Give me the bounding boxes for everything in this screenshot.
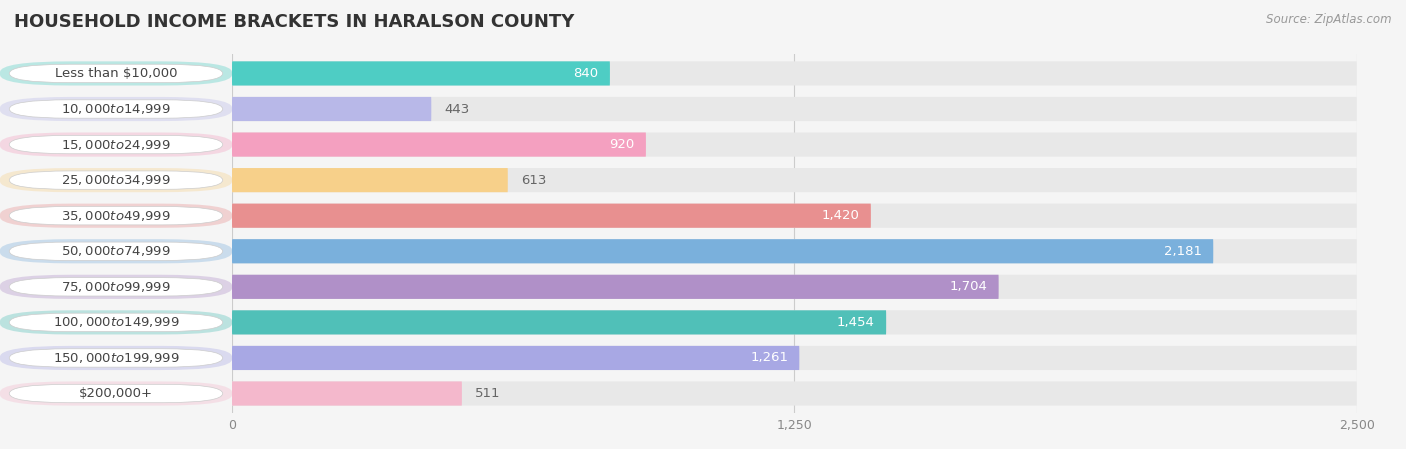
Text: $25,000 to $34,999: $25,000 to $34,999 [60, 173, 172, 187]
FancyBboxPatch shape [0, 239, 232, 264]
FancyBboxPatch shape [0, 132, 232, 157]
FancyBboxPatch shape [10, 171, 222, 189]
Text: 443: 443 [444, 102, 470, 115]
FancyBboxPatch shape [10, 384, 222, 403]
Text: 2,181: 2,181 [1164, 245, 1202, 258]
Text: 1,420: 1,420 [821, 209, 859, 222]
FancyBboxPatch shape [10, 349, 222, 367]
Text: 613: 613 [522, 174, 547, 187]
FancyBboxPatch shape [10, 100, 222, 118]
FancyBboxPatch shape [0, 62, 232, 85]
FancyBboxPatch shape [232, 97, 432, 121]
Text: $100,000 to $149,999: $100,000 to $149,999 [53, 315, 179, 330]
Text: Source: ZipAtlas.com: Source: ZipAtlas.com [1267, 13, 1392, 26]
FancyBboxPatch shape [232, 239, 1357, 264]
FancyBboxPatch shape [232, 132, 645, 157]
Text: 1,704: 1,704 [949, 280, 987, 293]
Text: $50,000 to $74,999: $50,000 to $74,999 [60, 244, 172, 258]
FancyBboxPatch shape [10, 313, 222, 331]
FancyBboxPatch shape [0, 346, 232, 370]
Text: HOUSEHOLD INCOME BRACKETS IN HARALSON COUNTY: HOUSEHOLD INCOME BRACKETS IN HARALSON CO… [14, 13, 575, 31]
FancyBboxPatch shape [232, 275, 1357, 299]
FancyBboxPatch shape [232, 203, 870, 228]
FancyBboxPatch shape [232, 62, 1357, 85]
FancyBboxPatch shape [0, 310, 232, 335]
FancyBboxPatch shape [232, 203, 1357, 228]
Text: 511: 511 [475, 387, 501, 400]
FancyBboxPatch shape [10, 207, 222, 225]
Text: 840: 840 [574, 67, 599, 80]
FancyBboxPatch shape [10, 277, 222, 296]
Text: Less than $10,000: Less than $10,000 [55, 67, 177, 80]
FancyBboxPatch shape [10, 136, 222, 154]
FancyBboxPatch shape [232, 168, 1357, 192]
FancyBboxPatch shape [232, 346, 1357, 370]
FancyBboxPatch shape [232, 132, 1357, 157]
FancyBboxPatch shape [0, 275, 232, 299]
FancyBboxPatch shape [232, 346, 800, 370]
FancyBboxPatch shape [232, 310, 886, 335]
FancyBboxPatch shape [232, 275, 998, 299]
FancyBboxPatch shape [10, 64, 222, 83]
Text: $75,000 to $99,999: $75,000 to $99,999 [60, 280, 172, 294]
FancyBboxPatch shape [10, 242, 222, 260]
FancyBboxPatch shape [0, 382, 232, 405]
FancyBboxPatch shape [232, 97, 1357, 121]
Text: 1,261: 1,261 [749, 352, 789, 365]
FancyBboxPatch shape [0, 203, 232, 228]
Text: $15,000 to $24,999: $15,000 to $24,999 [60, 137, 172, 152]
FancyBboxPatch shape [0, 97, 232, 121]
Text: $10,000 to $14,999: $10,000 to $14,999 [60, 102, 172, 116]
Text: $200,000+: $200,000+ [79, 387, 153, 400]
Text: $150,000 to $199,999: $150,000 to $199,999 [53, 351, 179, 365]
Text: 1,454: 1,454 [837, 316, 875, 329]
FancyBboxPatch shape [232, 382, 463, 405]
Text: $35,000 to $49,999: $35,000 to $49,999 [60, 209, 172, 223]
FancyBboxPatch shape [232, 310, 1357, 335]
Text: 920: 920 [609, 138, 634, 151]
FancyBboxPatch shape [232, 382, 1357, 405]
FancyBboxPatch shape [232, 239, 1213, 264]
FancyBboxPatch shape [232, 168, 508, 192]
FancyBboxPatch shape [0, 168, 232, 192]
FancyBboxPatch shape [232, 62, 610, 85]
